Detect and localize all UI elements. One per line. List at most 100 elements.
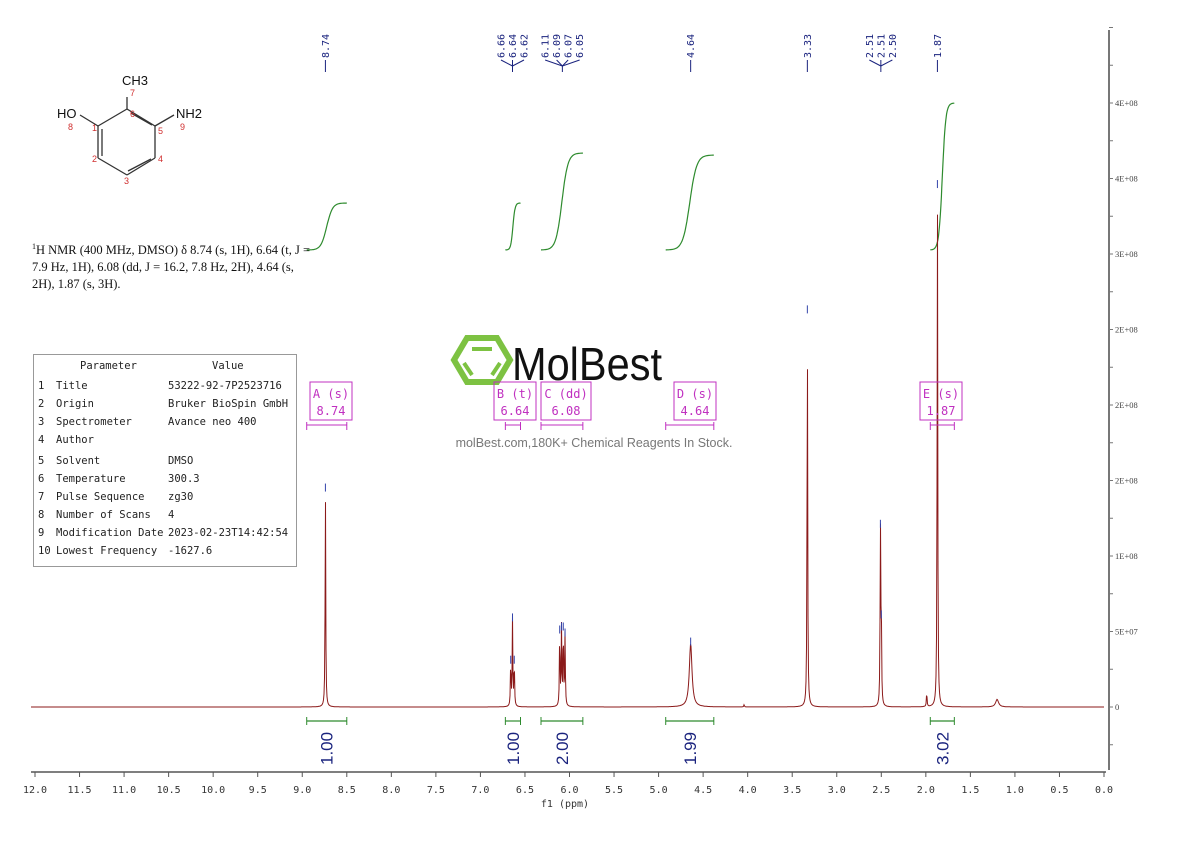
param-row: 8 Number of Scans 4 <box>34 509 296 523</box>
peak-label: 2.50 <box>888 34 899 58</box>
peak-label: 6.64 <box>508 34 519 58</box>
atom-number: 7 <box>130 88 135 98</box>
param-value: 300.3 <box>168 473 200 485</box>
integral-value: 2.00 <box>553 732 572 765</box>
molbest-watermark: MolBest molBest.com,180K+ Chemical Reage… <box>450 335 733 450</box>
atom-number: 5 <box>158 126 163 136</box>
param-row: 1 Title 53222-92-7P2523716 <box>34 380 296 394</box>
peak-label: 6.05 <box>575 34 586 58</box>
x-axis-label: f1 (ppm) <box>541 799 589 810</box>
description-text: H NMR (400 MHz, DMSO) δ 8.74 (s, 1H), 6.… <box>32 243 311 292</box>
param-row: 2 Origin Bruker BioSpin GmbH <box>34 398 296 412</box>
peak-label: 1.87 <box>933 34 944 58</box>
watermark-brand: MolBest <box>512 338 662 390</box>
row-index: 8 <box>38 509 45 521</box>
x-tick-label: 11.5 <box>67 785 91 796</box>
param-value: 4 <box>168 509 175 521</box>
multiplet-boxes: A (s) 8.74 B (t) 6.64 C (dd) 6.08 D (s) 4.64 E (… <box>306 381 963 430</box>
row-index: 7 <box>38 491 45 503</box>
param-row: 7 Pulse Sequence zg30 <box>34 491 296 505</box>
multiplet-box <box>540 381 592 421</box>
param-value: -1627.6 <box>168 545 213 557</box>
integral-curve <box>306 202 347 251</box>
multiplet-label: B (t) <box>497 387 533 401</box>
multiplet-shift: 6.64 <box>501 404 530 418</box>
param-row: 4 Author <box>34 434 296 448</box>
watermark-tagline: molBest.com,180K+ Chemical Reagents In S… <box>456 436 733 450</box>
row-index: 4 <box>38 434 45 446</box>
peak-label: 4.64 <box>686 34 697 58</box>
peak-label: 6.07 <box>564 34 575 58</box>
atom-numbers: 1 2 3 4 5 6 7 8 9 <box>68 88 185 186</box>
multiplet-id: D <box>677 387 684 401</box>
y-tick-label: 5E+07 <box>1115 627 1138 637</box>
x-tick-label: 6.0 <box>560 785 578 796</box>
integral-curve <box>665 154 714 251</box>
param-row: 3 Spectrometer Avance neo 400 <box>34 416 296 430</box>
row-index: 9 <box>38 527 45 539</box>
param-header: Parameter <box>80 360 137 372</box>
multiplet-label: A (s) <box>313 387 349 401</box>
multiplet-id: B <box>497 387 504 401</box>
peak-label: 6.66 <box>496 34 507 58</box>
integral-curve <box>541 152 583 251</box>
param-name: Pulse Sequence <box>56 491 145 503</box>
multiplet-label: E (s) <box>923 387 959 401</box>
hexagon-logo-icon <box>450 335 514 385</box>
row-index: 2 <box>38 398 45 410</box>
y-tick-label: 2E+08 <box>1115 325 1138 335</box>
peak-label-line <box>556 59 563 67</box>
param-row: 6 Temperature 300.3 <box>34 473 296 487</box>
multiplet-type: (s) <box>937 387 959 401</box>
molecule-structure <box>79 97 175 176</box>
param-value: Bruker BioSpin GmbH <box>168 398 289 410</box>
param-name: Spectrometer <box>56 416 132 428</box>
x-tick-label: 9.0 <box>293 785 311 796</box>
multiplet-box <box>673 381 717 421</box>
amine-label: NH2 <box>176 106 202 121</box>
peak-label: 6.11 <box>541 34 552 58</box>
param-name: Origin <box>56 398 94 410</box>
x-tick-label: 11.0 <box>112 785 136 796</box>
multiplet-id: C <box>544 387 551 401</box>
integral-curve <box>505 202 521 251</box>
x-tick-label: 5.0 <box>650 785 668 796</box>
row-index: 1 <box>38 380 45 392</box>
spectrum-layer <box>31 180 1104 708</box>
integral-labels: 1.00 1.00 2.00 1.99 3.02 <box>306 717 955 765</box>
peak-label: 6.09 <box>552 34 563 58</box>
x-tick-label: 9.5 <box>249 785 267 796</box>
x-tick-label: 7.5 <box>427 785 445 796</box>
multiplet-box <box>919 381 963 421</box>
integral-value: 1.00 <box>504 732 523 765</box>
methyl-label: CH3 <box>122 73 148 88</box>
param-value: Avance neo 400 <box>168 416 257 428</box>
multiplet-label: C (dd) <box>544 387 587 401</box>
param-name: Number of Scans <box>56 509 151 521</box>
x-tick-label: 3.0 <box>828 785 846 796</box>
peak-label-line <box>562 59 569 67</box>
y-axis: 4E+08 4E+08 3E+08 2E+08 2E+08 2E+08 1E+08 5E+07… <box>1108 27 1138 770</box>
x-tick-label: 3.5 <box>783 785 801 796</box>
multiplet-box <box>493 381 537 421</box>
x-tick-label: 8.5 <box>338 785 356 796</box>
y-tick-label: 2E+08 <box>1115 400 1138 410</box>
peak-label: 3.33 <box>803 34 814 58</box>
param-name: Title <box>56 380 88 392</box>
y-tick-label: 0 <box>1115 702 1119 712</box>
x-tick-label: 10.0 <box>201 785 225 796</box>
superscript: 1 <box>32 242 36 251</box>
param-value: 2023-02-23T14:42:54 <box>168 527 289 539</box>
param-name: Temperature <box>56 473 126 485</box>
multiplet-type: (s) <box>691 387 713 401</box>
multiplet-label: D (s) <box>677 387 713 401</box>
multiplet-box <box>309 381 353 421</box>
x-tick-label: 1.5 <box>961 785 979 796</box>
param-row: 5 Solvent DMSO <box>34 455 296 469</box>
atom-number: 2 <box>92 154 97 164</box>
peak-label-line <box>562 59 580 67</box>
multiplet-shift: 6.08 <box>552 404 581 418</box>
param-name: Author <box>56 434 94 446</box>
x-tick-label: 6.5 <box>516 785 534 796</box>
